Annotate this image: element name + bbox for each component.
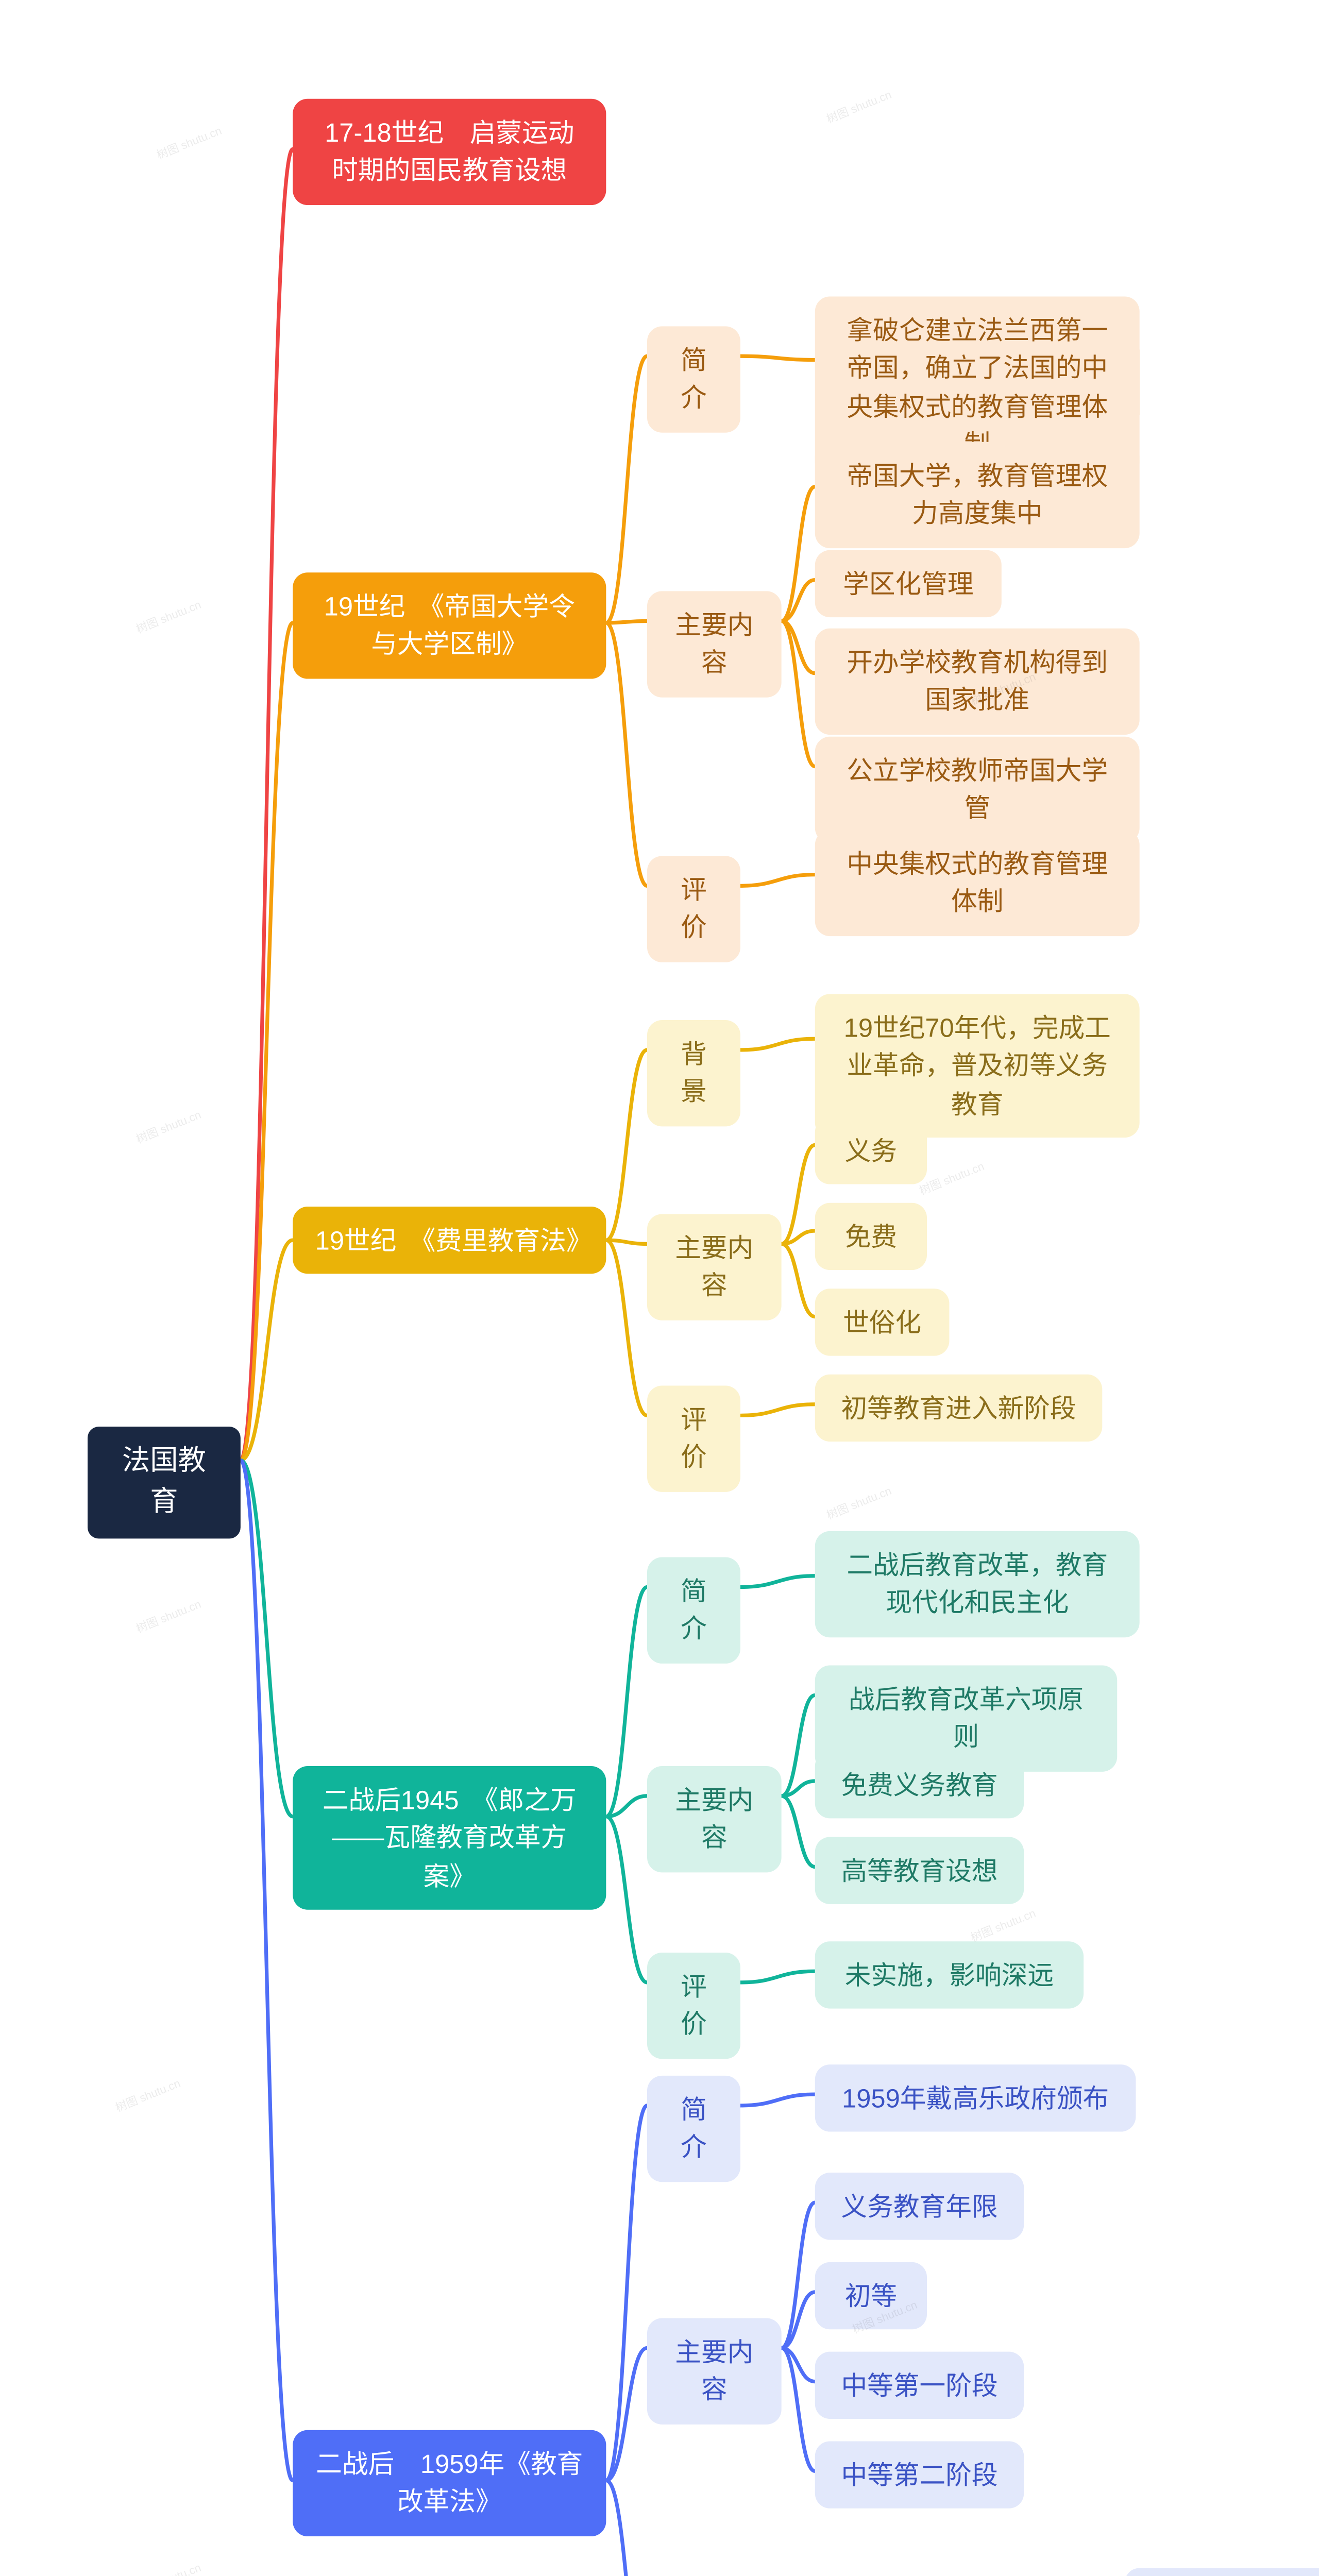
edge-b4_c0_0 bbox=[740, 2094, 815, 2106]
branch-2-sub-0[interactable]: 背景 bbox=[647, 1020, 740, 1126]
edge-b3-c2 bbox=[606, 1817, 647, 1982]
edge-b1-c2 bbox=[606, 623, 647, 886]
branch-4-sub-1[interactable]: 主要内容 bbox=[647, 2318, 782, 2424]
watermark: 树图 shutu.cn bbox=[968, 1904, 1038, 1945]
branch-2[interactable]: 19世纪 《费里教育法》 bbox=[293, 1207, 606, 1274]
edge-root-b0 bbox=[241, 149, 293, 1460]
branch-4-sub-0-leaf-0[interactable]: 1959年戴高乐政府颁布 bbox=[815, 2064, 1136, 2132]
branch-3-sub-1[interactable]: 主要内容 bbox=[647, 1766, 782, 1872]
branch-4[interactable]: 二战后 1959年《教育改革法》 bbox=[293, 2430, 606, 2536]
branch-1-sub-1[interactable]: 主要内容 bbox=[647, 591, 782, 697]
branch-4-sub-1-leaf-2[interactable]: 中等第一阶段 bbox=[815, 2352, 1024, 2419]
edge-b2-c2 bbox=[606, 1240, 647, 1415]
edge-root-b4 bbox=[241, 1460, 293, 2480]
branch-1-sub-1-leaf-1[interactable]: 学区化管理 bbox=[815, 550, 1002, 618]
watermark: 树图 shutu.cn bbox=[133, 596, 204, 637]
edge-b2_c0_0 bbox=[740, 1039, 815, 1050]
branch-1-sub-1-leaf-0[interactable]: 帝国大学，教育管理权力高度集中 bbox=[815, 442, 1140, 548]
branch-2-sub-2[interactable]: 评价 bbox=[647, 1386, 740, 1492]
branch-3-sub-2-leaf-0[interactable]: 未实施，影响深远 bbox=[815, 1941, 1084, 2009]
watermark: 树图 shutu.cn bbox=[113, 2074, 183, 2115]
branch-3-sub-0[interactable]: 简介 bbox=[647, 1557, 740, 1663]
edge-b3-c0 bbox=[606, 1587, 647, 1816]
branch-2-sub-1-leaf-0[interactable]: 义务 bbox=[815, 1117, 927, 1184]
branch-2-sub-1[interactable]: 主要内容 bbox=[647, 1214, 782, 1319]
branch-2-sub-2-leaf-0[interactable]: 初等教育进入新阶段 bbox=[815, 1375, 1102, 1442]
edge-b1-c1 bbox=[606, 621, 647, 623]
edge-b4-c2 bbox=[606, 2480, 647, 2576]
branch-1-sub-0[interactable]: 简介 bbox=[647, 326, 740, 432]
branch-2-sub-0-leaf-0[interactable]: 19世纪70年代，完成工业革命，普及初等义务教育 bbox=[815, 994, 1140, 1137]
branch-3-sub-0-leaf-0[interactable]: 二战后教育改革，教育现代化和民主化 bbox=[815, 1531, 1140, 1637]
watermark: 树图 shutu.cn bbox=[133, 1595, 204, 1636]
branch-0[interactable]: 17-18世纪 启蒙运动时期的国民教育设想 bbox=[293, 99, 606, 205]
watermark: 树图 shutu.cn bbox=[824, 86, 894, 127]
edge-b2-c0 bbox=[606, 1050, 647, 1240]
branch-3-sub-1-leaf-1[interactable]: 免费义务教育 bbox=[815, 1751, 1024, 1819]
root-node[interactable]: 法国教育 bbox=[88, 1427, 241, 1537]
edge-b3_c1_2 bbox=[782, 1796, 815, 1867]
branch-2-sub-1-leaf-2[interactable]: 世俗化 bbox=[815, 1289, 950, 1356]
edge-b1_c2_0 bbox=[740, 875, 815, 886]
branch-4-sub-0[interactable]: 简介 bbox=[647, 2076, 740, 2181]
edge-root-b3 bbox=[241, 1460, 293, 1816]
branch-3-sub-1-leaf-2[interactable]: 高等教育设想 bbox=[815, 1837, 1024, 1905]
edge-b2_c1_0 bbox=[782, 1145, 815, 1244]
branch-4-sub-1-leaf-0[interactable]: 义务教育年限 bbox=[815, 2173, 1024, 2240]
edge-b2_c1_2 bbox=[782, 1244, 815, 1316]
branch-4-sub-1-leaf-1[interactable]: 初等 bbox=[815, 2262, 927, 2330]
edge-b3_c0_0 bbox=[740, 1576, 815, 1587]
edge-b2_c2_0 bbox=[740, 1404, 815, 1416]
branch-1-sub-2-leaf-0[interactable]: 中央集权式的教育管理体制 bbox=[815, 830, 1140, 936]
watermark: 树图 shutu.cn bbox=[917, 1157, 987, 1198]
watermark: 树图 shutu.cn bbox=[133, 1106, 204, 1147]
branch-4-sub-2-leaf-0-0[interactable]: 新型中等学校问世 bbox=[1125, 2568, 1319, 2576]
branch-4-sub-1-leaf-3[interactable]: 中等第二阶段 bbox=[815, 2441, 1024, 2509]
branch-1[interactable]: 19世纪 《帝国大学令与大学区制》 bbox=[293, 572, 606, 678]
branch-2-sub-1-leaf-1[interactable]: 免费 bbox=[815, 1203, 927, 1270]
branch-1-sub-1-leaf-3[interactable]: 公立学校教师帝国大学管 bbox=[815, 737, 1140, 842]
edge-b1-c0 bbox=[606, 356, 647, 623]
watermark: 树图 shutu.cn bbox=[133, 2558, 204, 2576]
branch-3[interactable]: 二战后1945 《郎之万——瓦隆教育改革方案》 bbox=[293, 1766, 606, 1909]
watermark: 树图 shutu.cn bbox=[824, 1482, 894, 1523]
branch-1-sub-1-leaf-2[interactable]: 开办学校教育机构得到国家批准 bbox=[815, 629, 1140, 734]
branch-1-sub-2[interactable]: 评价 bbox=[647, 856, 740, 961]
branch-3-sub-2[interactable]: 评价 bbox=[647, 1953, 740, 2058]
edge-b1_c0_0 bbox=[740, 356, 815, 360]
edge-b3_c2_0 bbox=[740, 1971, 815, 1982]
